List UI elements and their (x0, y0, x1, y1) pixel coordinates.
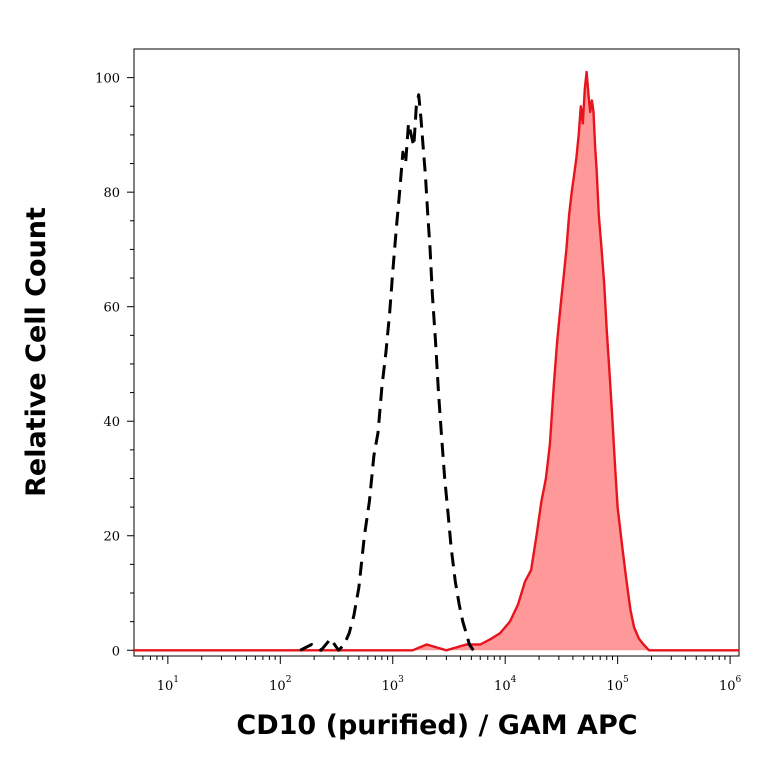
x-tick-base: 10 (157, 679, 174, 694)
x-tick-base: 10 (494, 679, 511, 694)
y-axis-title: Relative Cell Count (21, 207, 52, 497)
y-tick-label: 60 (103, 301, 120, 316)
x-axis-title: CD10 (purified) / GAM APC (236, 710, 637, 741)
red-series-fill (134, 71, 739, 651)
x-tick-exponent: 1 (173, 675, 179, 685)
x-tick-label: 104 (494, 675, 517, 694)
x-tick-label: 102 (269, 675, 291, 694)
y-tick-label: 100 (95, 72, 120, 87)
x-tick-exponent: 5 (623, 675, 629, 685)
x-tick-exponent: 2 (286, 675, 292, 685)
y-tick-label: 80 (103, 186, 120, 201)
x-tick-exponent: 4 (511, 675, 517, 685)
x-tick-label: 106 (719, 675, 742, 694)
x-tick-exponent: 6 (736, 675, 742, 685)
red-series-line (134, 70, 739, 652)
x-tick-base: 10 (719, 679, 736, 694)
x-tick-base: 10 (269, 679, 286, 694)
x-tick-base: 10 (382, 679, 399, 694)
x-tick-label: 105 (607, 675, 630, 694)
black-dashed-series-line (299, 93, 475, 652)
series-layer (134, 70, 739, 652)
y-tick-label: 40 (103, 415, 120, 430)
y-axis-ticks: 0 20 40 60 80 100 (95, 72, 134, 659)
y-tick-label: 0 (112, 644, 120, 659)
x-axis-ticks: 101 102 103 104 105 106 (142, 656, 742, 694)
x-tick-base: 10 (607, 679, 624, 694)
x-tick-label: 101 (157, 675, 179, 694)
x-tick-label: 103 (382, 675, 405, 694)
y-tick-label: 20 (103, 530, 120, 545)
plot-frame (133, 48, 740, 657)
x-tick-exponent: 3 (398, 675, 404, 685)
